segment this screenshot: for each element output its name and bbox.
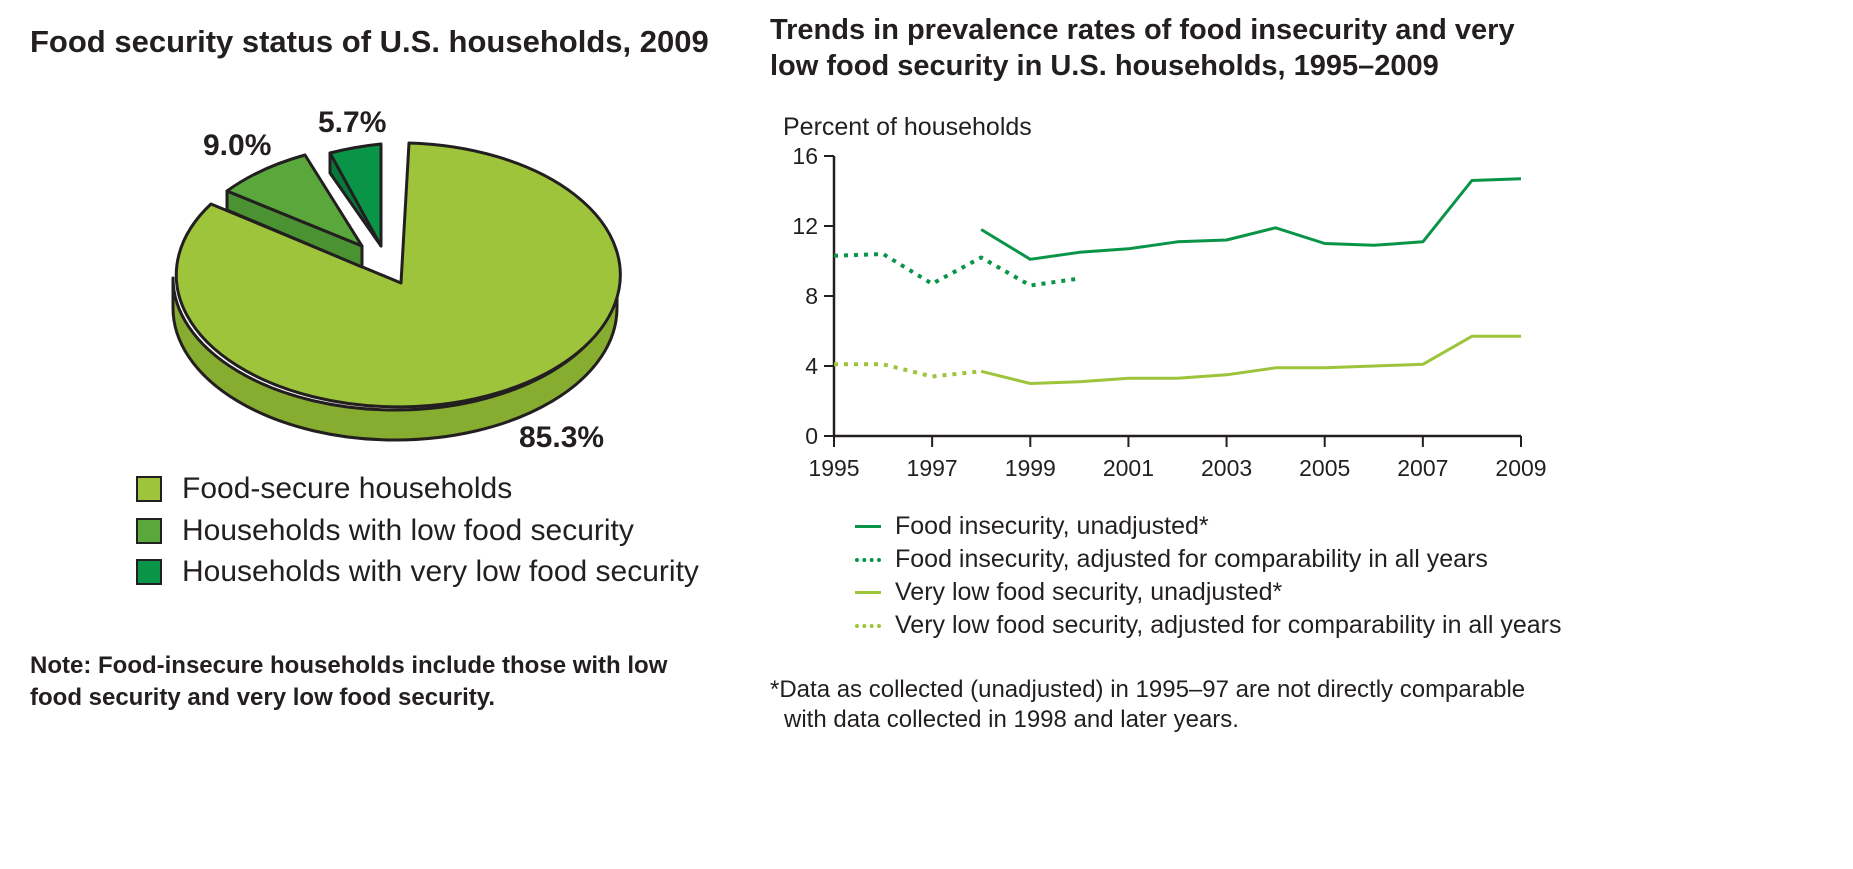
line-chart: Percent of households 0 4 8 12 16 1995 1997 199… — [783, 113, 1547, 481]
line-chart-title-line: low food security in U.S. households, 19… — [770, 50, 1439, 82]
footnote-line: with data collected in 1998 and later ye… — [784, 706, 1239, 733]
x-tick-label: 2001 — [1103, 455, 1154, 481]
pie-title: Food security status of U.S. households,… — [30, 24, 709, 59]
pie-label-food-secure: 85.3% — [519, 421, 604, 454]
legend-swatch — [136, 559, 162, 585]
line-legend-item-food-insecurity-adjusted: Food insecurity, adjusted for comparabil… — [855, 545, 1488, 574]
pie-slice-food-secure — [174, 141, 622, 409]
line-legend-item-food-insecurity-unadjusted: Food insecurity, unadjusted* — [855, 512, 1209, 541]
axes: 0 4 8 12 16 1995 1997 1999 2001 2003 2005 2007 2009 — [792, 143, 1546, 481]
footnote-line: *Data as collected (unadjusted) in 1995–… — [770, 676, 1526, 703]
pie-legend-item-food-secure: Food-secure households — [136, 472, 512, 506]
y-tick-label: 0 — [805, 423, 818, 449]
series-line-3 — [834, 362, 982, 379]
line-chart-title: Trends in prevalence rates of food insec… — [770, 12, 1515, 84]
pie-label-very-low: 5.7% — [318, 106, 386, 139]
legend-label: Food insecurity, unadjusted* — [895, 512, 1209, 540]
pie-chart: 9.0% 5.7% 85.3% — [171, 106, 622, 454]
legend-label: Households with very low food security — [182, 555, 699, 588]
series-line-0 — [980, 177, 1522, 261]
legend-swatch — [136, 476, 162, 502]
x-tick-label: 1995 — [808, 455, 859, 481]
line-legend-item-very-low-unadjusted: Very low food security, unadjusted* — [855, 578, 1282, 607]
legend-line-sample — [855, 557, 881, 562]
y-tick-label: 4 — [805, 353, 818, 379]
legend-line-sample — [855, 525, 881, 528]
legend-label: Households with low food security — [182, 514, 634, 547]
x-tick-label: 1999 — [1005, 455, 1056, 481]
x-tick-label: 1997 — [907, 455, 958, 481]
pie-legend-item-low: Households with low food security — [136, 514, 634, 548]
legend-label: Food insecurity, adjusted for comparabil… — [895, 545, 1488, 573]
y-tick-label: 12 — [792, 213, 818, 239]
x-tick-label: 2007 — [1397, 455, 1448, 481]
series-group — [833, 177, 1522, 385]
legend-line-sample — [855, 591, 881, 594]
y-tick-label: 8 — [805, 283, 818, 309]
pie-label-low: 9.0% — [203, 129, 271, 162]
x-tick-label: 2009 — [1495, 455, 1546, 481]
pie-slice-low — [225, 153, 364, 248]
line-chart-title-line: Trends in prevalence rates of food insec… — [770, 14, 1515, 46]
y-axis-label: Percent of households — [783, 113, 1032, 141]
line-legend-item-very-low-adjusted: Very low food security, adjusted for com… — [855, 611, 1562, 640]
x-tick-label: 2005 — [1299, 455, 1350, 481]
series-line-1 — [833, 252, 1080, 288]
pie-note: Note: Food-insecure households include t… — [30, 650, 667, 714]
series-line-2 — [980, 334, 1521, 385]
pie-note-line: food security and very low food security… — [30, 684, 495, 711]
pie-legend-item-very-low: Households with very low food security — [136, 555, 699, 589]
y-tick-label: 16 — [792, 143, 818, 169]
pie-note-line: Note: Food-insecure households include t… — [30, 652, 668, 679]
legend-label: Food-secure households — [182, 472, 513, 505]
legend-line-sample — [855, 623, 881, 628]
legend-label: Very low food security, adjusted for com… — [895, 611, 1562, 639]
legend-swatch — [136, 518, 162, 544]
pie-slice-very-low — [328, 142, 383, 248]
legend-label: Very low food security, unadjusted* — [895, 578, 1283, 606]
x-tick-label: 2003 — [1201, 455, 1252, 481]
line-chart-footnote: *Data as collected (unadjusted) in 1995–… — [770, 675, 1525, 735]
pie-slice-food-secure-side — [171, 276, 619, 442]
